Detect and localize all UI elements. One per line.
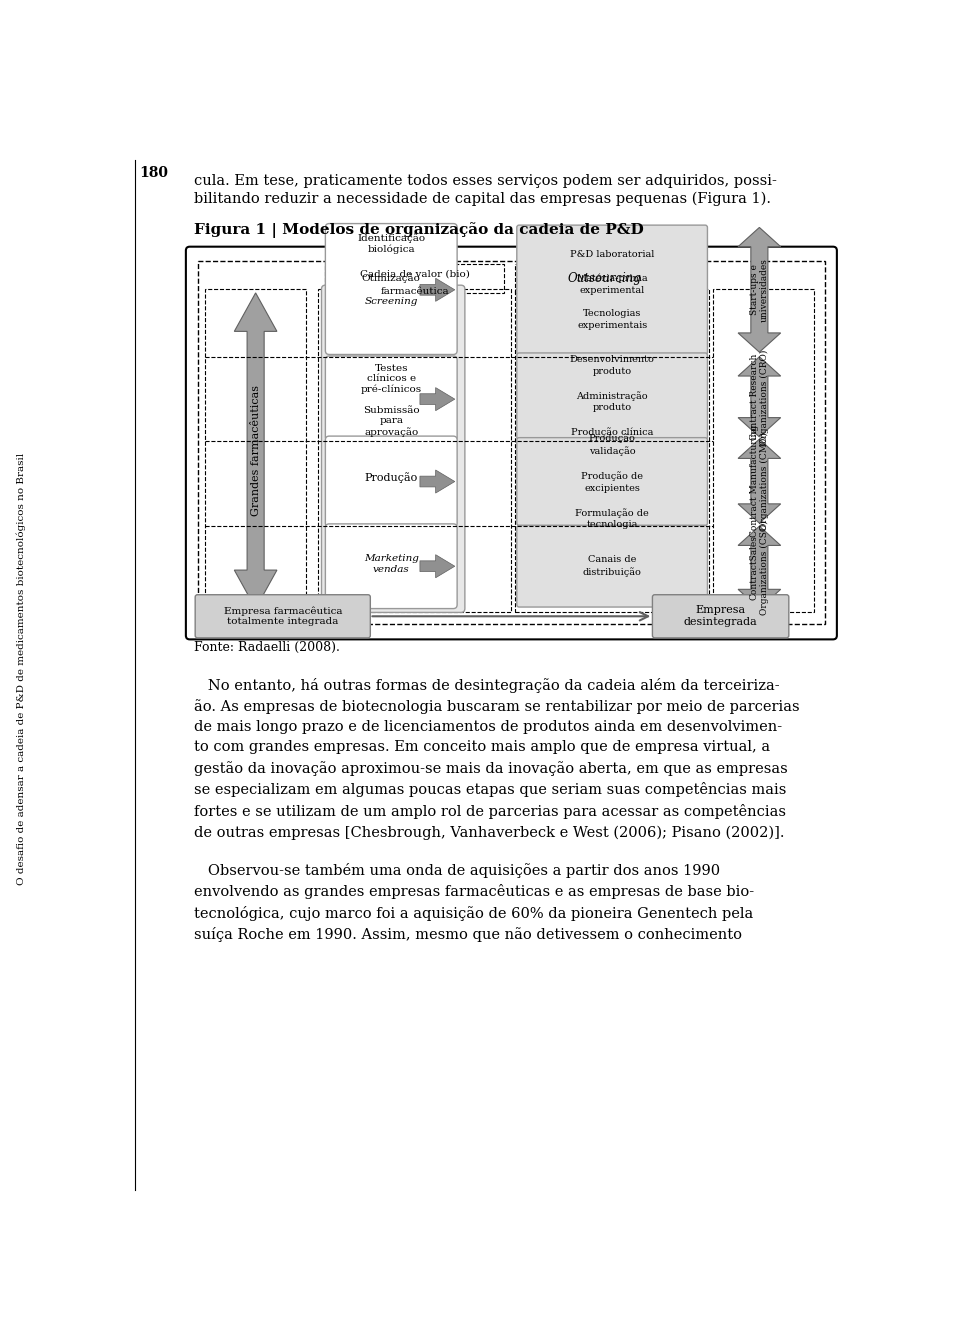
Text: Empresa
desintegrada: Empresa desintegrada [684, 606, 757, 627]
Text: P&D laboratorial

Matéria-prima
experimental

Tecnologias
experimentais: P&D laboratorial Matéria-prima experimen… [570, 250, 655, 330]
Text: Screening: Screening [365, 297, 418, 306]
Bar [325, 263, 504, 293]
Text: bilitando reduzir a necessidade de capital das empresas pequenas (Figura 1).: bilitando reduzir a necessidade de capit… [194, 191, 771, 206]
FancyBboxPatch shape [516, 353, 708, 439]
Text: Outsourcing: Outsourcing [567, 271, 641, 285]
Text: 180: 180 [139, 166, 168, 180]
Bar [713, 289, 814, 612]
Bar [516, 263, 693, 293]
FancyBboxPatch shape [322, 285, 465, 612]
FancyBboxPatch shape [325, 356, 457, 441]
Bar [205, 289, 306, 612]
Bar [198, 261, 826, 624]
Text: Produção: Produção [365, 472, 418, 483]
Text: farmacêutica: farmacêutica [380, 287, 449, 297]
Text: Produção
validação

Produção de
excipientes

Formulação de
tecnologia: Produção validação Produção de excipient… [575, 433, 649, 529]
Polygon shape [738, 527, 780, 608]
Text: Fonte: Radaelli (2008).: Fonte: Radaelli (2008). [194, 640, 340, 654]
Text: Otimização: Otimização [362, 274, 420, 283]
FancyBboxPatch shape [186, 247, 837, 639]
Polygon shape [420, 555, 455, 578]
Polygon shape [420, 388, 455, 410]
Text: Empresa farmacêutica
totalmente integrada: Empresa farmacêutica totalmente integrad… [224, 607, 342, 626]
Text: Marketing
vendas: Marketing vendas [364, 555, 419, 574]
Text: No entanto, há outras formas de desintegração da cadeia além da terceiriza-
ão. : No entanto, há outras formas de desinteg… [194, 678, 800, 840]
Polygon shape [420, 471, 455, 493]
Polygon shape [234, 293, 276, 608]
FancyBboxPatch shape [516, 437, 708, 525]
Text: Observou-se também uma onda de aquisições a partir dos anos 1990
envolvendo as g: Observou-se também uma onda de aquisiçõe… [194, 862, 754, 943]
Text: O desafio de adensar a cadeia de P&D de medicamentos biotecnológicos no Brasil: O desafio de adensar a cadeia de P&D de … [16, 452, 26, 885]
Text: Identificação
biológica: Identificação biológica [357, 234, 425, 254]
Text: Start-ups e
universidades: Start-ups e universidades [750, 258, 769, 322]
Text: Grandes farmacêuticas: Grandes farmacêuticas [251, 385, 260, 516]
Text: Cadeia de valor (bio): Cadeia de valor (bio) [360, 270, 469, 279]
Text: cula. Em tese, praticamente todos esses serviços podem ser adquiridos, possi-: cula. Em tese, praticamente todos esses … [194, 174, 777, 189]
FancyBboxPatch shape [516, 225, 708, 354]
FancyBboxPatch shape [195, 595, 371, 638]
FancyBboxPatch shape [325, 524, 457, 608]
Polygon shape [738, 357, 780, 437]
Text: Submissão
para
aprovação: Submissão para aprovação [363, 406, 420, 437]
Bar [318, 289, 512, 612]
Text: Testes
clínicos e
pré-clínicos: Testes clínicos e pré-clínicos [361, 364, 421, 394]
Polygon shape [420, 278, 455, 301]
FancyBboxPatch shape [516, 525, 708, 607]
Text: Desenvolvimento
produto

Administração
produto

Produção clínica: Desenvolvimento produto Administração pr… [569, 356, 655, 437]
Text: Figura 1 | Modelos de organização da cadeia de P&D: Figura 1 | Modelos de organização da cad… [194, 222, 643, 238]
FancyBboxPatch shape [325, 223, 457, 354]
Polygon shape [738, 439, 780, 523]
Text: Contract Manufacturing
Organizations (CMO): Contract Manufacturing Organizations (CM… [750, 425, 769, 537]
Polygon shape [738, 227, 780, 352]
FancyBboxPatch shape [325, 436, 457, 527]
Text: Contract Research
Organizations (CRO): Contract Research Organizations (CRO) [750, 349, 769, 444]
Text: Canais de
distribuição: Canais de distribuição [583, 555, 641, 578]
Bar [516, 289, 709, 612]
FancyBboxPatch shape [653, 595, 789, 638]
Text: ContractSales
Organizations (CSO): ContractSales Organizations (CSO) [750, 520, 769, 615]
